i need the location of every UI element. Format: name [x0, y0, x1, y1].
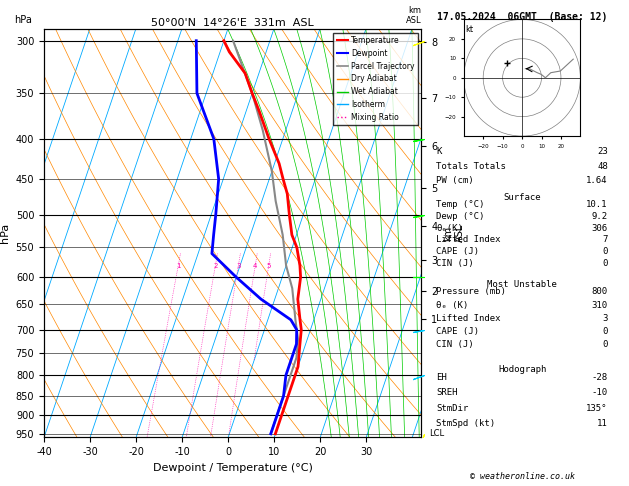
Text: 0: 0 — [603, 340, 608, 349]
Text: 48: 48 — [597, 161, 608, 171]
Text: EH: EH — [437, 373, 447, 382]
Text: 1.64: 1.64 — [586, 176, 608, 185]
Text: 310: 310 — [592, 301, 608, 310]
Y-axis label: hPa: hPa — [0, 223, 10, 243]
Text: 17.05.2024  06GMT  (Base: 12): 17.05.2024 06GMT (Base: 12) — [437, 12, 607, 22]
Y-axis label: km
ASL: km ASL — [443, 224, 465, 243]
Text: Dewp (°C): Dewp (°C) — [437, 212, 485, 221]
Text: Temp (°C): Temp (°C) — [437, 200, 485, 209]
Legend: Temperature, Dewpoint, Parcel Trajectory, Dry Adiabat, Wet Adiabat, Isotherm, Mi: Temperature, Dewpoint, Parcel Trajectory… — [333, 33, 418, 125]
Text: 9.2: 9.2 — [592, 212, 608, 221]
Text: CIN (J): CIN (J) — [437, 259, 474, 268]
Text: hPa: hPa — [14, 15, 31, 25]
Text: 10.1: 10.1 — [586, 200, 608, 209]
X-axis label: Dewpoint / Temperature (°C): Dewpoint / Temperature (°C) — [153, 463, 313, 473]
Text: K: K — [437, 147, 442, 156]
Text: -10: -10 — [592, 388, 608, 398]
Text: Totals Totals: Totals Totals — [437, 161, 506, 171]
Text: © weatheronline.co.uk: © weatheronline.co.uk — [470, 472, 574, 481]
Text: 3: 3 — [236, 262, 241, 269]
Text: 23: 23 — [597, 147, 608, 156]
Text: Surface: Surface — [503, 193, 541, 202]
Text: Most Unstable: Most Unstable — [487, 280, 557, 289]
Text: CAPE (J): CAPE (J) — [437, 247, 479, 256]
Text: StmSpd (kt): StmSpd (kt) — [437, 418, 496, 428]
Text: 3: 3 — [603, 314, 608, 323]
Text: 5: 5 — [267, 262, 271, 269]
Text: 0: 0 — [603, 247, 608, 256]
Text: Hodograph: Hodograph — [498, 365, 546, 374]
Text: Pressure (mb): Pressure (mb) — [437, 287, 506, 296]
Title: 50°00'N  14°26'E  331m  ASL: 50°00'N 14°26'E 331m ASL — [152, 18, 314, 28]
Text: kt: kt — [465, 25, 474, 35]
Text: 0: 0 — [603, 259, 608, 268]
Text: Lifted Index: Lifted Index — [437, 235, 501, 244]
Text: 11: 11 — [597, 418, 608, 428]
Text: SREH: SREH — [437, 388, 458, 398]
Text: 306: 306 — [592, 224, 608, 233]
Text: 7: 7 — [603, 235, 608, 244]
Text: 4: 4 — [253, 262, 257, 269]
Text: θₑ (K): θₑ (K) — [437, 301, 469, 310]
Text: CAPE (J): CAPE (J) — [437, 327, 479, 336]
Text: PW (cm): PW (cm) — [437, 176, 474, 185]
Text: 135°: 135° — [586, 403, 608, 413]
Text: km
ASL: km ASL — [406, 6, 421, 25]
Text: Lifted Index: Lifted Index — [437, 314, 501, 323]
Text: 0: 0 — [603, 327, 608, 336]
Text: CIN (J): CIN (J) — [437, 340, 474, 349]
Text: StmDir: StmDir — [437, 403, 469, 413]
Text: 1: 1 — [176, 262, 181, 269]
Text: 800: 800 — [592, 287, 608, 296]
Text: -28: -28 — [592, 373, 608, 382]
Text: θₑ(K): θₑ(K) — [437, 224, 463, 233]
Text: LCL: LCL — [429, 429, 444, 438]
Text: 2: 2 — [213, 262, 218, 269]
